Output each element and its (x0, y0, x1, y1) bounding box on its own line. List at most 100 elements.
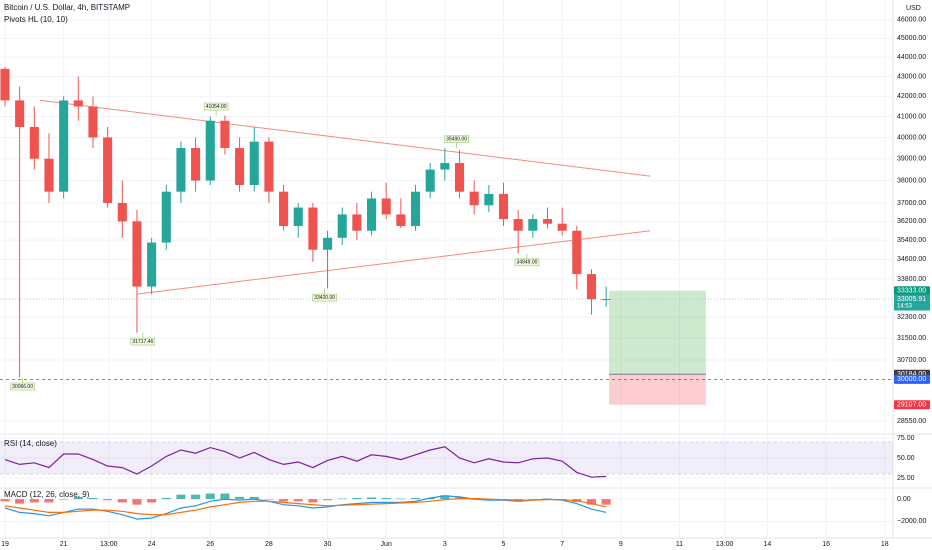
candle-body (528, 219, 538, 231)
candle-body (0, 68, 10, 101)
x-tick-label: Jun (381, 541, 392, 548)
symbol-title: Bitcoin / U.S. Dollar, 4h, BITSTAMP (4, 3, 130, 12)
trendline (40, 99, 651, 177)
price-badge (894, 400, 930, 410)
y-tick-label: 44000.00 (897, 54, 926, 61)
macd-histogram-bar (410, 498, 421, 500)
pivot-label: 30066.00 (12, 384, 33, 390)
candle-body (249, 141, 259, 185)
y-tick-label: 45000.00 (897, 35, 926, 42)
currency: USD (906, 5, 921, 12)
y-tick-label: 25.00 (897, 475, 915, 482)
y-tick-label: 33800.00 (897, 276, 926, 283)
pivot-box (312, 293, 337, 302)
candle-body (440, 163, 450, 170)
pivot-box (130, 337, 156, 346)
pivot-box (444, 135, 469, 143)
macd-histogram-bar (44, 499, 54, 503)
macd-histogram-bar (15, 499, 25, 504)
macd-histogram-bar (73, 496, 83, 500)
macd-line (4, 498, 607, 516)
candle-body (117, 202, 127, 222)
macd-histogram-bar (264, 499, 274, 500)
candle-body (147, 242, 157, 287)
x-tick-label: 19 (1, 541, 9, 548)
y-tick-label: 32300.00 (897, 314, 926, 321)
rsi-line (4, 446, 607, 478)
x-tick-label: 21 (60, 541, 68, 548)
candle-body (220, 120, 230, 148)
macd-histogram-bar (132, 499, 142, 505)
y-tick-label: 41000.00 (897, 113, 926, 120)
candle-body (498, 193, 509, 220)
macd-histogram-bar (220, 493, 230, 500)
candle-body (337, 214, 347, 238)
macd-histogram-bar (396, 498, 406, 500)
candle-body (396, 214, 406, 227)
candle-body (586, 274, 597, 300)
candle-body (59, 100, 69, 192)
macd-histogram-bar (29, 499, 39, 503)
macd-title: MACD (12, 26, close, 9) (4, 490, 90, 499)
x-tick-label: 7 (560, 541, 564, 548)
y-tick-label: 0.00 (897, 496, 911, 503)
y-tick-label: 46000.00 (897, 17, 926, 24)
macd-histogram-bar (59, 499, 69, 500)
price-badge (894, 286, 930, 296)
macd-histogram-bar (205, 493, 215, 500)
candle-body (176, 147, 186, 192)
macd-histogram-bar (147, 499, 157, 503)
y-tick-label: 40000.00 (897, 134, 926, 141)
pivot-box (10, 382, 35, 391)
candle-body (29, 126, 39, 159)
y-tick-label: 34600.00 (897, 256, 926, 263)
candle-body (88, 106, 98, 138)
y-tick-label: 38000.00 (897, 177, 926, 184)
candle-body (235, 147, 245, 185)
price-badge (894, 374, 930, 384)
macd-histogram-bar (352, 498, 362, 500)
y-tick-label: 39000.00 (897, 156, 926, 163)
candle-body (132, 221, 142, 287)
candle-body (410, 191, 421, 227)
candle-body (367, 198, 377, 231)
x-tick-label: 30 (324, 541, 332, 548)
candle-body (15, 100, 25, 127)
stop-zone (609, 374, 706, 405)
trendline (136, 230, 651, 295)
candle-body (542, 219, 553, 224)
price-badge-label: 33005.91 (897, 296, 926, 303)
x-tick-label: 26 (206, 541, 214, 548)
macd-histogram-bar (249, 496, 259, 500)
candle-body (513, 219, 523, 231)
y-tick-label: 43000.00 (897, 73, 926, 80)
y-tick-label: 30700.00 (897, 357, 926, 364)
candle-body (601, 299, 611, 301)
candle-body (308, 207, 318, 250)
price-badge-label: 30184.00 (897, 371, 926, 378)
price-badge-label: 29107.00 (897, 402, 926, 409)
y-tick-label: 28550.00 (897, 418, 926, 425)
pivot-label: 34849.00 (517, 260, 538, 266)
rsi-band (0, 442, 893, 474)
candle-body (103, 137, 113, 203)
y-tick-label: 31500.00 (897, 335, 926, 342)
x-tick-label: 9 (619, 541, 623, 548)
x-tick-label: 18 (881, 541, 889, 548)
macd-histogram-bar (308, 499, 318, 503)
candle-body (44, 158, 54, 192)
macd-histogram-bar (235, 496, 245, 500)
candle-body (205, 120, 215, 181)
x-tick-label: 13:00 (716, 541, 734, 548)
countdown: 14:53 (897, 304, 913, 310)
macd-histogram-bar (0, 499, 10, 502)
price-badge-label: 30000.00 (897, 376, 926, 383)
macd-histogram-bar (293, 499, 303, 502)
candle-body (264, 141, 274, 192)
candle-body (293, 207, 303, 227)
macd-histogram-bar (117, 499, 127, 503)
candle-body (279, 191, 289, 227)
macd-histogram-bar (601, 499, 611, 505)
pivot-label: 33420.00 (314, 295, 335, 301)
macd-histogram-bar (161, 498, 171, 500)
